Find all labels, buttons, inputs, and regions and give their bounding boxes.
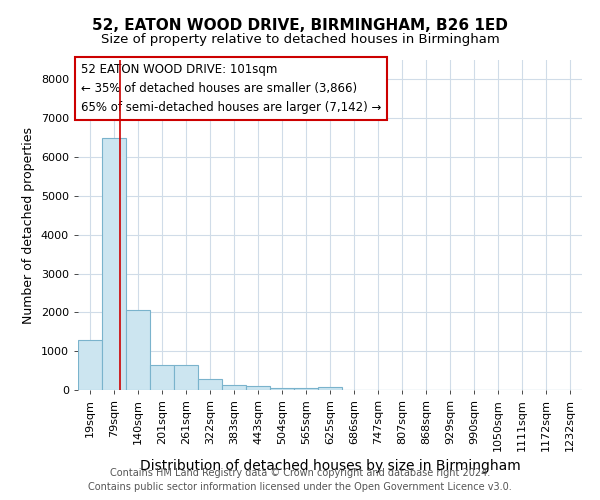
Y-axis label: Number of detached properties: Number of detached properties xyxy=(22,126,35,324)
Bar xyxy=(246,386,270,390)
Text: Contains HM Land Registry data © Crown copyright and database right 2024.: Contains HM Land Registry data © Crown c… xyxy=(110,468,490,477)
Bar xyxy=(174,365,198,390)
Bar xyxy=(222,385,246,390)
Text: Size of property relative to detached houses in Birmingham: Size of property relative to detached ho… xyxy=(101,32,499,46)
Text: 52 EATON WOOD DRIVE: 101sqm
← 35% of detached houses are smaller (3,866)
65% of : 52 EATON WOOD DRIVE: 101sqm ← 35% of det… xyxy=(80,64,381,114)
Bar xyxy=(78,340,102,390)
Bar xyxy=(150,365,174,390)
X-axis label: Distribution of detached houses by size in Birmingham: Distribution of detached houses by size … xyxy=(140,460,520,473)
Bar xyxy=(294,388,318,390)
Text: 52, EATON WOOD DRIVE, BIRMINGHAM, B26 1ED: 52, EATON WOOD DRIVE, BIRMINGHAM, B26 1E… xyxy=(92,18,508,32)
Bar xyxy=(102,138,126,390)
Bar xyxy=(126,310,150,390)
Bar xyxy=(270,388,294,390)
Bar xyxy=(198,378,222,390)
Text: Contains public sector information licensed under the Open Government Licence v3: Contains public sector information licen… xyxy=(88,482,512,492)
Bar xyxy=(318,387,342,390)
